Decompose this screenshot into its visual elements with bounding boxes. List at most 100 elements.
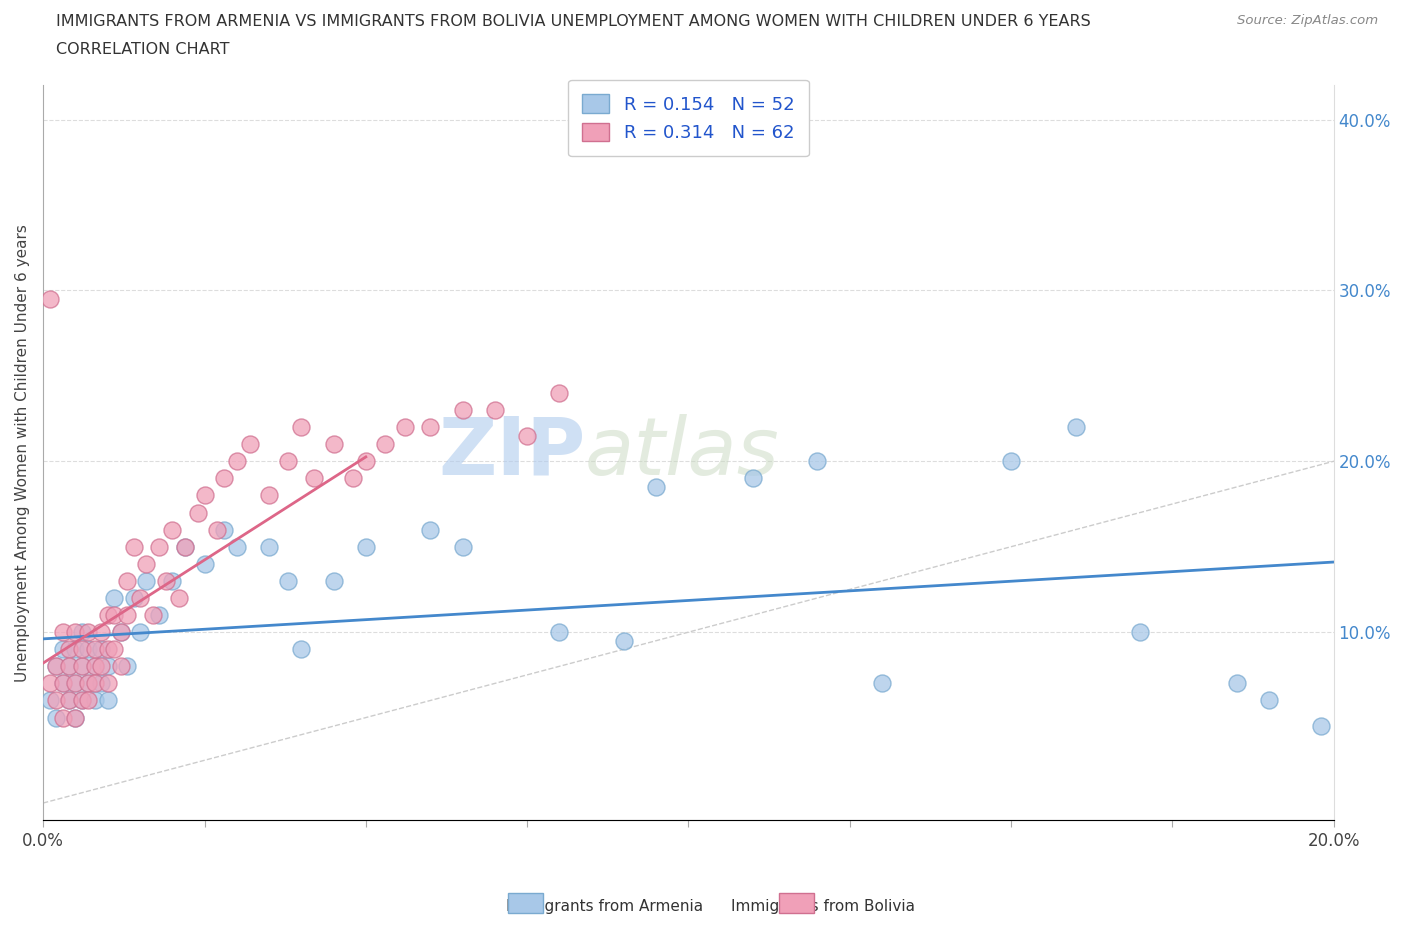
Point	[419, 522, 441, 537]
Point	[148, 539, 170, 554]
Point	[51, 711, 73, 725]
Point	[70, 658, 93, 673]
Point	[97, 642, 120, 657]
Point	[110, 625, 132, 640]
Point	[322, 437, 344, 452]
Point	[162, 522, 184, 537]
Point	[290, 642, 312, 657]
Text: CORRELATION CHART: CORRELATION CHART	[56, 42, 229, 57]
Point	[193, 488, 215, 503]
Point	[742, 471, 765, 485]
Point	[354, 454, 377, 469]
Point	[77, 625, 100, 640]
Point	[115, 658, 138, 673]
Point	[122, 591, 145, 605]
Point	[1000, 454, 1022, 469]
Point	[342, 471, 364, 485]
Point	[65, 711, 87, 725]
Point	[302, 471, 325, 485]
Text: Immigrants from Armenia: Immigrants from Armenia	[506, 899, 703, 914]
Point	[239, 437, 262, 452]
Text: Immigrants from Bolivia: Immigrants from Bolivia	[731, 899, 915, 914]
Point	[65, 676, 87, 691]
Point	[613, 633, 636, 648]
Point	[148, 607, 170, 622]
Point	[277, 574, 299, 589]
Point	[1129, 625, 1152, 640]
Point	[83, 642, 105, 657]
Point	[65, 642, 87, 657]
Point	[1309, 719, 1331, 734]
Point	[257, 488, 280, 503]
Point	[110, 658, 132, 673]
Point	[51, 676, 73, 691]
Point	[97, 693, 120, 708]
Point	[38, 291, 60, 306]
Point	[225, 539, 247, 554]
Point	[58, 642, 80, 657]
Point	[90, 658, 112, 673]
Point	[45, 711, 67, 725]
Point	[187, 505, 209, 520]
Point	[58, 693, 80, 708]
Point	[77, 693, 100, 708]
Point	[129, 591, 152, 605]
Point	[51, 642, 73, 657]
Y-axis label: Unemployment Among Women with Children Under 6 years: Unemployment Among Women with Children U…	[15, 224, 30, 682]
Point	[70, 658, 93, 673]
Point	[77, 676, 100, 691]
Point	[174, 539, 197, 554]
Point	[129, 625, 152, 640]
Text: IMMIGRANTS FROM ARMENIA VS IMMIGRANTS FROM BOLIVIA UNEMPLOYMENT AMONG WOMEN WITH: IMMIGRANTS FROM ARMENIA VS IMMIGRANTS FR…	[56, 14, 1091, 29]
Point	[277, 454, 299, 469]
Point	[58, 693, 80, 708]
Point	[1226, 676, 1249, 691]
Point	[257, 539, 280, 554]
Point	[103, 642, 125, 657]
Point	[97, 676, 120, 691]
Point	[97, 658, 120, 673]
Point	[645, 480, 668, 495]
Point	[135, 574, 157, 589]
Point	[51, 676, 73, 691]
Point	[193, 556, 215, 571]
Point	[83, 658, 105, 673]
Point	[58, 658, 80, 673]
Text: Source: ZipAtlas.com: Source: ZipAtlas.com	[1237, 14, 1378, 27]
Point	[548, 386, 571, 401]
Point	[451, 403, 474, 418]
Point	[142, 607, 165, 622]
Point	[806, 454, 828, 469]
Text: ZIP: ZIP	[437, 414, 585, 492]
Legend: R = 0.154   N = 52, R = 0.314   N = 62: R = 0.154 N = 52, R = 0.314 N = 62	[568, 80, 808, 156]
Point	[870, 676, 893, 691]
Point	[548, 625, 571, 640]
Point	[1258, 693, 1281, 708]
Point	[174, 539, 197, 554]
Point	[83, 658, 105, 673]
Point	[162, 574, 184, 589]
Point	[90, 676, 112, 691]
Point	[354, 539, 377, 554]
Point	[45, 693, 67, 708]
Point	[110, 625, 132, 640]
Point	[419, 419, 441, 434]
Point	[70, 693, 93, 708]
Point	[135, 556, 157, 571]
Point	[90, 642, 112, 657]
Point	[225, 454, 247, 469]
Point	[212, 522, 235, 537]
Point	[90, 625, 112, 640]
Point	[1064, 419, 1087, 434]
Point	[115, 574, 138, 589]
Point	[115, 607, 138, 622]
Point	[83, 676, 105, 691]
Point	[65, 711, 87, 725]
Point	[51, 625, 73, 640]
Point	[97, 607, 120, 622]
Point	[155, 574, 177, 589]
Point	[322, 574, 344, 589]
Point	[45, 658, 67, 673]
Point	[122, 539, 145, 554]
Point	[38, 693, 60, 708]
